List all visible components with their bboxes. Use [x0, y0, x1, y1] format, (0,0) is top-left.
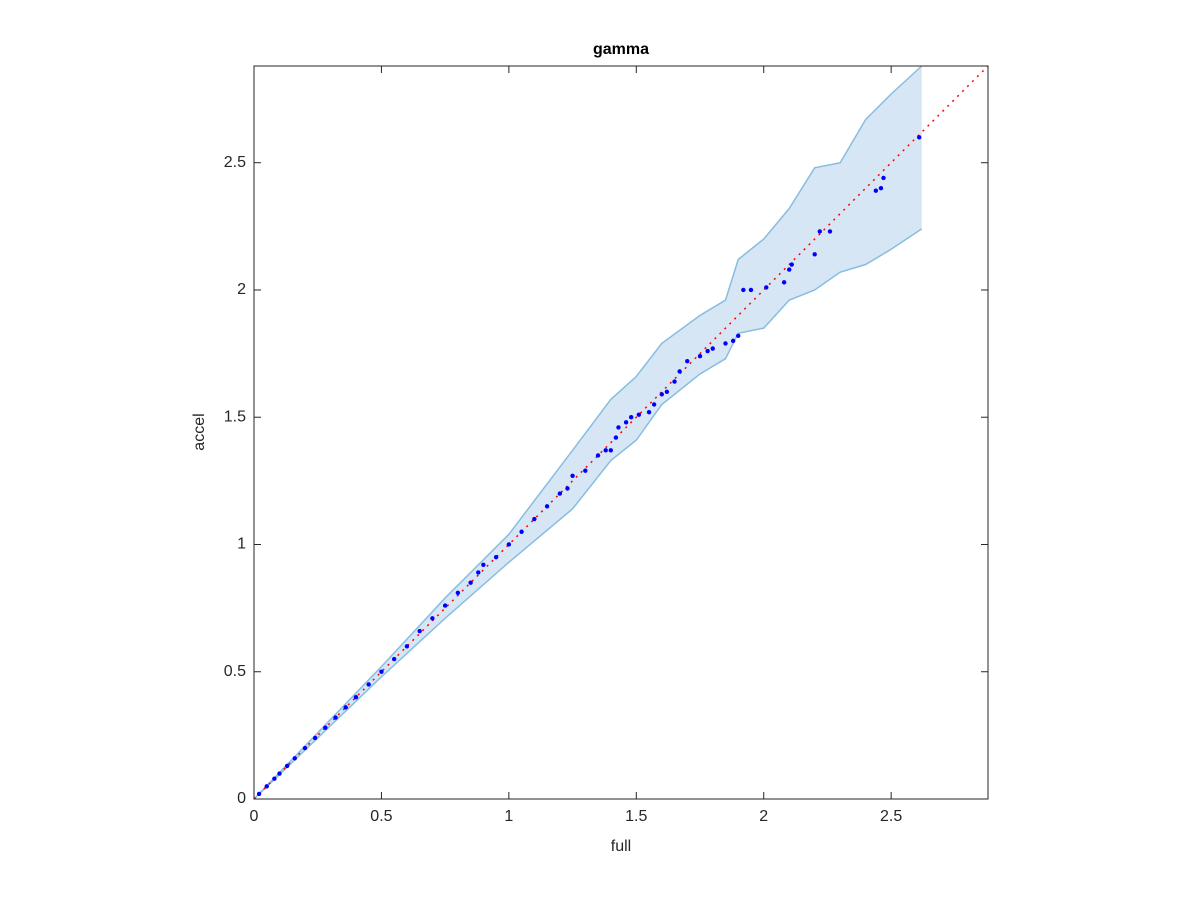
data-point	[455, 590, 461, 596]
x-tick-label: 1.5	[625, 808, 647, 825]
data-point	[565, 486, 570, 491]
chart-title: gamma	[593, 41, 649, 58]
data-point	[827, 229, 833, 234]
data-point	[292, 756, 297, 761]
data-point	[651, 402, 657, 407]
data-point	[878, 185, 884, 191]
data-point	[353, 694, 359, 700]
data-point	[312, 735, 318, 741]
y-axis-label: accel	[191, 413, 208, 450]
data-point	[916, 135, 922, 140]
data-point	[272, 776, 277, 781]
data-point	[442, 603, 448, 608]
x-tick-label: 2.5	[880, 808, 902, 825]
x-tick-label: 0	[250, 808, 259, 825]
data-point	[672, 379, 677, 384]
data-point	[343, 705, 348, 710]
data-point	[430, 616, 435, 621]
data-point	[664, 389, 670, 394]
data-point	[468, 580, 473, 585]
data-point	[333, 715, 338, 720]
data-point	[379, 669, 384, 674]
data-point	[881, 175, 886, 181]
data-point	[705, 348, 710, 354]
data-point	[812, 252, 817, 257]
data-point	[481, 562, 486, 568]
data-point	[595, 453, 601, 458]
data-point	[677, 369, 682, 374]
data-point	[417, 628, 422, 634]
data-point	[277, 771, 282, 776]
axes-box	[253, 65, 989, 800]
y-tick-label: 1	[237, 536, 246, 553]
data-point	[476, 570, 481, 575]
data-point	[736, 333, 741, 338]
data-point	[873, 188, 879, 193]
data-point	[583, 468, 588, 473]
data-point	[730, 338, 736, 344]
band-upper-edge	[253, 65, 923, 800]
data-point	[366, 682, 371, 687]
band-lower-edge	[253, 228, 923, 800]
y-tick-label: 0	[237, 790, 246, 807]
data-point	[532, 516, 537, 522]
data-point	[323, 725, 328, 730]
confidence-band	[254, 66, 922, 799]
data-point	[284, 763, 290, 769]
x-tick-label: 0.5	[370, 808, 392, 825]
data-point	[764, 285, 769, 290]
data-point	[685, 359, 690, 364]
x-axis-label: full	[611, 838, 631, 855]
data-point	[603, 448, 608, 453]
data-point	[544, 504, 550, 509]
data-point	[256, 791, 262, 797]
data-point	[697, 353, 703, 359]
data-point	[623, 420, 629, 425]
data-point	[493, 555, 499, 560]
data-point	[748, 287, 754, 293]
data-point	[616, 425, 621, 430]
data-point	[557, 491, 563, 496]
data-point	[646, 409, 652, 415]
data-point	[391, 656, 397, 662]
data-point	[789, 262, 794, 267]
data-point	[741, 287, 746, 293]
data-point	[723, 341, 728, 346]
x-tick-label: 2	[759, 808, 768, 825]
data-point	[628, 415, 634, 420]
y-tick-label: 2	[237, 281, 246, 298]
x-tick-label: 1	[504, 808, 513, 825]
data-point	[659, 392, 664, 397]
data-point	[302, 745, 308, 751]
data-point	[817, 229, 822, 234]
y-tick-label: 2.5	[224, 154, 246, 171]
data-point	[264, 784, 269, 789]
data-point	[781, 280, 787, 285]
data-point	[404, 644, 410, 649]
data-point	[608, 448, 614, 453]
data-point	[519, 529, 524, 534]
data-point	[636, 412, 642, 417]
data-point	[710, 346, 715, 351]
reference-line	[253, 65, 989, 800]
y-tick-label: 1.5	[224, 408, 246, 425]
y-tick-label: 0.5	[224, 663, 246, 680]
data-point	[570, 473, 575, 478]
data-point	[506, 542, 512, 547]
data-point	[787, 267, 792, 272]
data-point	[613, 435, 619, 440]
